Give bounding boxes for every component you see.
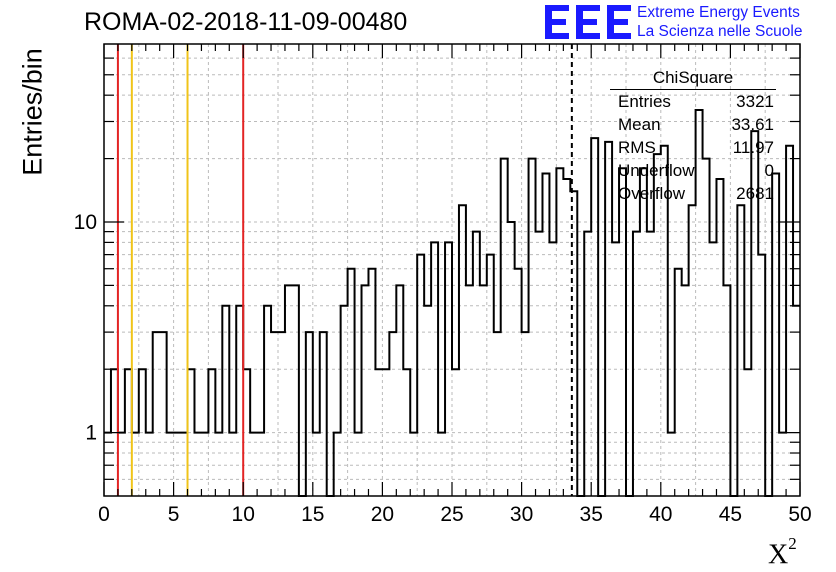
x-tick-label: 30 bbox=[510, 503, 533, 526]
run-title: ROMA-02-2018-11-09-00480 bbox=[84, 8, 408, 36]
x-axis-label-superscript: 2 bbox=[788, 534, 797, 553]
x-tick-label: 20 bbox=[371, 503, 394, 526]
stats-value: 11.97 bbox=[732, 138, 774, 157]
x-tick-label: 40 bbox=[649, 503, 672, 526]
stats-row-entries: Entries 3321 bbox=[610, 90, 776, 113]
x-tick-label: 5 bbox=[168, 503, 180, 526]
y-tick-label: 10 bbox=[74, 211, 97, 234]
x-tick-label: 10 bbox=[232, 503, 255, 526]
stats-value: 3321 bbox=[736, 92, 774, 111]
x-tick-label: 50 bbox=[788, 503, 811, 526]
x-axis-label-symbol: Χ bbox=[768, 539, 789, 571]
x-tick-label: 25 bbox=[440, 503, 463, 526]
stats-value: 33.61 bbox=[731, 115, 774, 134]
stats-label: Underflow bbox=[618, 161, 695, 180]
stats-value: 0 bbox=[764, 161, 774, 180]
x-tick-label: 15 bbox=[301, 503, 324, 526]
y-tick-label: 1 bbox=[85, 422, 97, 445]
stats-row-mean: Mean 33.61 bbox=[610, 113, 776, 136]
stats-row-rms: RMS 11.97 bbox=[610, 136, 776, 159]
stats-box: ChiSquare Entries 3321 Mean 33.61 RMS 11.97… bbox=[610, 67, 776, 205]
stats-title: ChiSquare bbox=[610, 67, 776, 90]
x-axis-label: Χ2 bbox=[768, 534, 797, 571]
logo-caption: Extreme Energy Events La Scienza nelle S… bbox=[637, 3, 802, 41]
logo-caption-line1: Extreme Energy Events bbox=[637, 4, 800, 21]
x-tick-label: 35 bbox=[580, 503, 603, 526]
x-tick-label: 45 bbox=[719, 503, 742, 526]
histogram-series bbox=[104, 109, 800, 497]
stats-row-overflow: Overflow 2681 bbox=[610, 182, 776, 205]
logo-caption-line2: La Scienza nelle Scuole bbox=[637, 23, 803, 40]
eee-logo bbox=[545, 5, 631, 39]
eee-logo-letters bbox=[545, 5, 631, 39]
stats-label: Overflow bbox=[618, 184, 686, 203]
stats-label: RMS bbox=[618, 138, 656, 157]
stats-value: 2681 bbox=[736, 184, 774, 203]
stats-label: Mean bbox=[618, 115, 661, 134]
stats-label: Entries bbox=[618, 92, 671, 111]
y-axis-label: Entries/bin bbox=[17, 48, 48, 176]
x-tick-label: 0 bbox=[98, 503, 110, 526]
stats-row-underflow: Underflow 0 bbox=[610, 159, 776, 182]
